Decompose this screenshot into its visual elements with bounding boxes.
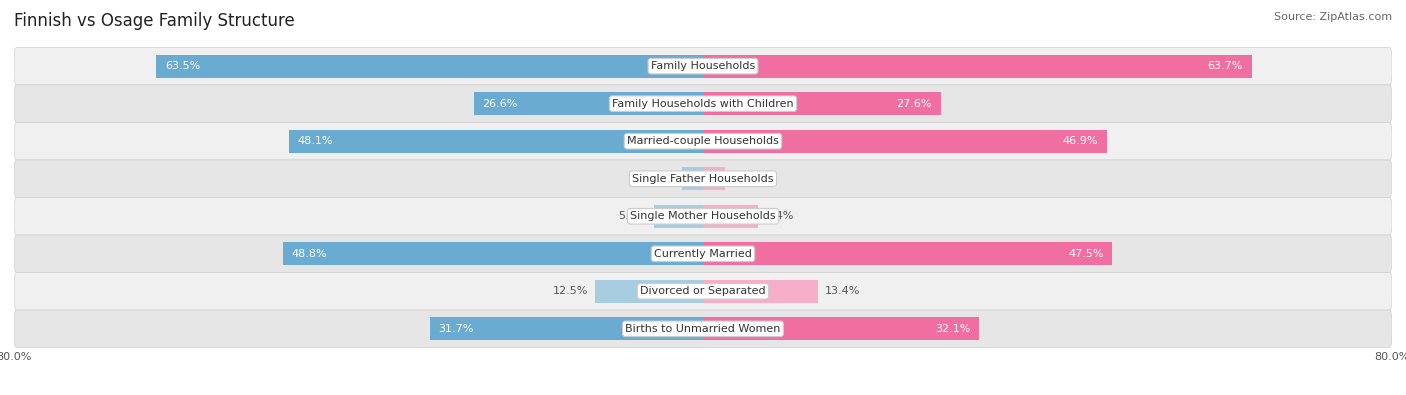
Text: Single Mother Households: Single Mother Households <box>630 211 776 221</box>
Text: 47.5%: 47.5% <box>1069 249 1104 259</box>
Text: 26.6%: 26.6% <box>482 99 517 109</box>
Bar <box>283 242 703 265</box>
Text: 63.7%: 63.7% <box>1208 61 1243 71</box>
Bar <box>595 280 703 303</box>
Bar <box>703 55 1251 78</box>
Bar <box>682 167 703 190</box>
Text: 12.5%: 12.5% <box>553 286 589 296</box>
Bar <box>156 55 703 78</box>
Bar <box>474 92 703 115</box>
Text: Divorced or Separated: Divorced or Separated <box>640 286 766 296</box>
Bar <box>703 242 1112 265</box>
Text: Finnish vs Osage Family Structure: Finnish vs Osage Family Structure <box>14 12 295 30</box>
Text: Married-couple Households: Married-couple Households <box>627 136 779 146</box>
Text: 48.8%: 48.8% <box>291 249 328 259</box>
Text: 5.7%: 5.7% <box>619 211 647 221</box>
Bar <box>703 205 758 228</box>
Bar <box>654 205 703 228</box>
Text: 63.5%: 63.5% <box>165 61 200 71</box>
Text: Single Father Households: Single Father Households <box>633 174 773 184</box>
FancyBboxPatch shape <box>14 47 1392 85</box>
FancyBboxPatch shape <box>14 198 1392 235</box>
Text: Family Households with Children: Family Households with Children <box>612 99 794 109</box>
Text: 27.6%: 27.6% <box>897 99 932 109</box>
FancyBboxPatch shape <box>14 273 1392 310</box>
FancyBboxPatch shape <box>14 235 1392 273</box>
FancyBboxPatch shape <box>14 85 1392 122</box>
Bar <box>288 130 703 153</box>
Bar <box>703 130 1107 153</box>
Text: Family Households: Family Households <box>651 61 755 71</box>
Bar <box>703 167 724 190</box>
Text: Currently Married: Currently Married <box>654 249 752 259</box>
FancyBboxPatch shape <box>14 310 1392 348</box>
Text: 13.4%: 13.4% <box>825 286 860 296</box>
Text: 31.7%: 31.7% <box>439 324 474 334</box>
Bar <box>703 280 818 303</box>
FancyBboxPatch shape <box>14 160 1392 198</box>
FancyBboxPatch shape <box>14 122 1392 160</box>
Text: 2.4%: 2.4% <box>647 174 675 184</box>
Bar <box>430 317 703 340</box>
Bar <box>703 317 980 340</box>
Text: 32.1%: 32.1% <box>935 324 970 334</box>
Bar <box>703 92 941 115</box>
Text: 46.9%: 46.9% <box>1063 136 1098 146</box>
Text: 48.1%: 48.1% <box>298 136 333 146</box>
Text: Births to Unmarried Women: Births to Unmarried Women <box>626 324 780 334</box>
Text: Source: ZipAtlas.com: Source: ZipAtlas.com <box>1274 12 1392 22</box>
Text: 6.4%: 6.4% <box>765 211 793 221</box>
Text: 2.5%: 2.5% <box>731 174 759 184</box>
